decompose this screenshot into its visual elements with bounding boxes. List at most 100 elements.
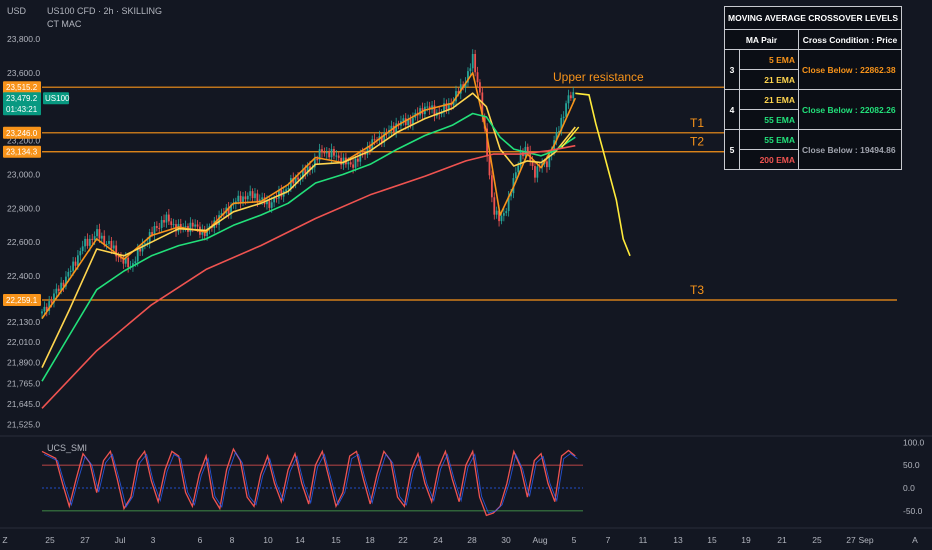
- candle-body: [191, 222, 194, 227]
- time-tick-label: 3: [151, 535, 156, 545]
- candle-body: [306, 166, 309, 174]
- candle-body: [404, 118, 407, 126]
- candle-body: [256, 193, 259, 202]
- candle-body: [227, 207, 230, 214]
- candle-body: [268, 200, 271, 208]
- candle-body: [155, 226, 158, 228]
- candle-body: [84, 238, 86, 247]
- time-tick-label: 18: [365, 535, 375, 545]
- price-tick-label: 23,200.0: [7, 136, 40, 146]
- candle-body: [349, 162, 352, 165]
- candle-body: [65, 276, 67, 287]
- price-tag-label: 01:43:21: [6, 105, 38, 114]
- candle-body: [246, 195, 249, 200]
- projected-move-line: [575, 92, 631, 257]
- symbol-tag-box: [43, 92, 69, 105]
- candle-body: [569, 95, 572, 99]
- candle-body: [60, 282, 63, 292]
- candle-body: [263, 197, 266, 205]
- candle-body: [86, 238, 89, 246]
- ma-row-slow: 200 EMA: [739, 149, 799, 170]
- candle-body: [452, 101, 455, 106]
- candle-body: [91, 238, 94, 240]
- candle-body: [531, 160, 534, 167]
- price-tick-label: 22,010.0: [7, 337, 40, 347]
- candle-body: [163, 220, 165, 223]
- candle-body: [184, 226, 187, 228]
- candle-body: [62, 282, 65, 287]
- candle-body: [517, 165, 520, 173]
- candle-body: [347, 162, 350, 165]
- time-tick-label: 24: [433, 535, 443, 545]
- price-tick-label: 23,600.0: [7, 68, 40, 78]
- time-tick-label: 27: [846, 535, 856, 545]
- candle-body: [88, 238, 91, 246]
- price-tag-label: 23,246.0: [6, 129, 38, 138]
- candle-body: [280, 189, 283, 197]
- candle-body: [43, 306, 46, 312]
- ma-row-condition: Close Below : 22082.26: [797, 89, 903, 130]
- time-tick-label: 13: [673, 535, 683, 545]
- price-tick-label: 21,645.0: [7, 399, 40, 409]
- ema-lines: [41, 72, 577, 409]
- candle-body: [500, 215, 503, 222]
- smi-signal-line: [43, 451, 578, 514]
- candle-body: [244, 196, 247, 200]
- candle-body: [352, 164, 354, 168]
- ma-row-condition: Close Below : 19494.86: [797, 129, 903, 170]
- time-axis[interactable]: Z 25 27 Jul 3 6 8 10 14 15 18 22 24 28 30 Aug 5 7 11 13 15 19…: [2, 535, 918, 545]
- oscillator-title[interactable]: UCS_SMI: [47, 443, 88, 453]
- osc-tick-label: -50.0: [903, 506, 923, 516]
- candle-body: [419, 108, 421, 116]
- candle-body: [510, 193, 512, 197]
- candle-body: [289, 178, 292, 189]
- candle-body: [115, 245, 118, 257]
- candle-body: [309, 166, 311, 170]
- candle-body: [151, 232, 153, 235]
- price-tick-label: 23,000.0: [7, 169, 40, 179]
- ma-row-slow: 55 EMA: [739, 109, 799, 130]
- time-tick-label: 22: [398, 535, 408, 545]
- candle-body: [304, 169, 307, 174]
- candle-body: [340, 157, 343, 165]
- candle-body: [328, 151, 331, 158]
- candle-body: [486, 128, 489, 157]
- candle-body: [447, 103, 450, 110]
- annotation-label: Upper resistance: [553, 70, 644, 84]
- candle-body: [373, 139, 376, 141]
- candle-body: [285, 189, 287, 192]
- osc-tick-label: 100.0: [903, 437, 925, 447]
- candle-body: [321, 149, 323, 153]
- time-tick-label: 5: [572, 535, 577, 545]
- candle-body: [390, 125, 393, 130]
- candle-body: [57, 288, 60, 292]
- candle-body: [311, 167, 314, 170]
- projection-arrow: [561, 126, 580, 148]
- candle-body: [167, 214, 170, 222]
- time-tick-label: 10: [263, 535, 273, 545]
- candle-body: [325, 151, 328, 154]
- oscillator-pane: 100.0 50.0 0.0 -50.0: [41, 437, 925, 517]
- price-tick-label: 21,765.0: [7, 379, 40, 389]
- candle-body: [481, 92, 484, 117]
- candle-body: [333, 149, 335, 156]
- candle-body: [301, 169, 304, 179]
- candle-body: [488, 156, 491, 176]
- candle-body: [122, 257, 125, 264]
- candle-body: [239, 195, 242, 203]
- currency-label[interactable]: USD: [7, 6, 27, 16]
- candle-body: [572, 92, 575, 99]
- candle-body: [124, 257, 127, 264]
- indicator-title[interactable]: CT MAC: [47, 19, 82, 29]
- candle-body: [557, 131, 560, 133]
- candle-body: [172, 224, 175, 226]
- candle-body: [292, 178, 295, 184]
- candle-body: [287, 188, 290, 190]
- candle-body: [117, 256, 120, 258]
- candle-body: [550, 151, 553, 155]
- time-tick-label: 11: [639, 535, 648, 545]
- ma-table-title: MOVING AVERAGE CROSSOVER LEVELS: [723, 6, 903, 30]
- candle-body: [359, 152, 362, 162]
- ma-table-header-condition: Cross Condition : Price: [797, 29, 903, 50]
